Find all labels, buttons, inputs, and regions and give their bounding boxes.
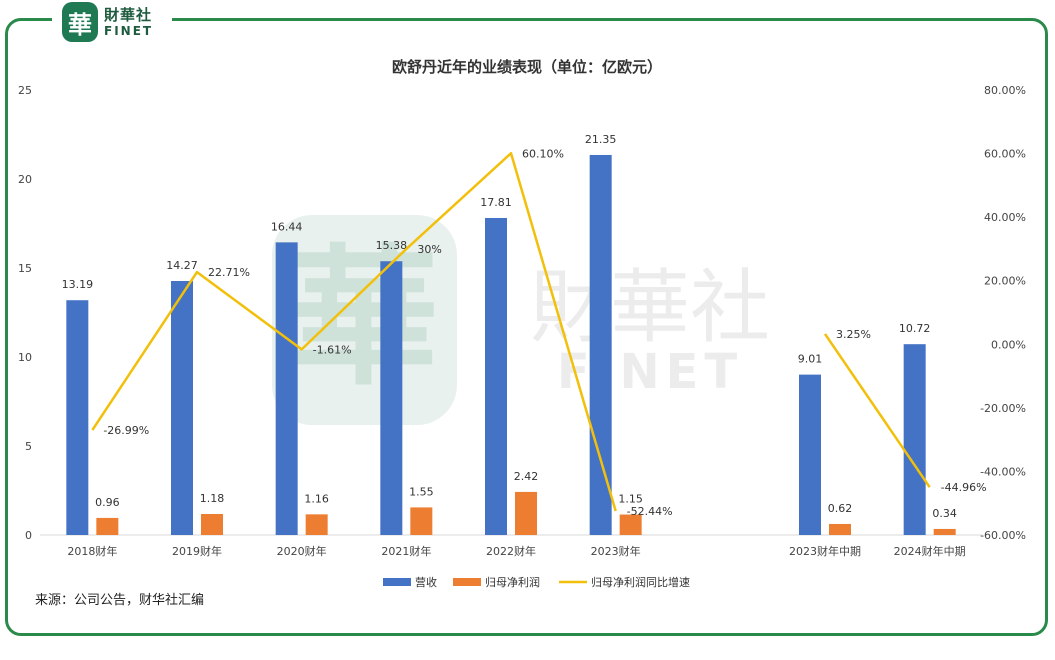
bar-revenue — [903, 344, 926, 535]
bar-profit-label: 1.16 — [304, 492, 329, 505]
bar-profit — [410, 507, 433, 535]
x-tick-label: 2018财年 — [67, 544, 117, 558]
bar-profit — [619, 514, 642, 535]
growth-label: -52.44% — [627, 505, 673, 518]
bar-profit-label: 1.18 — [200, 492, 225, 505]
x-tick-label: 2021财年 — [381, 544, 431, 558]
growth-label: -26.99% — [103, 424, 149, 437]
bar-revenue — [589, 154, 612, 535]
y-right-tick-label: 80.00% — [984, 84, 1026, 97]
bar-profit-label: 2.42 — [514, 470, 539, 483]
logo-name-en: FINET — [104, 24, 154, 38]
bar-revenue — [171, 280, 193, 535]
bar-revenue-label: 14.27 — [166, 259, 198, 272]
y-left-tick-label: 5 — [25, 440, 32, 453]
bar-profit — [515, 491, 537, 535]
source-note: 来源：公司公告，财华社汇编 — [35, 593, 205, 608]
growth-label: 3.25% — [836, 328, 871, 341]
bar-revenue-label: 21.35 — [585, 133, 617, 146]
watermark-badge-char: 華 — [289, 232, 439, 406]
y-right-tick-label: -20.00% — [980, 402, 1026, 415]
y-left-tick-label: 10 — [18, 351, 32, 364]
bar-profit — [96, 517, 119, 535]
legend-label: 营收 — [415, 575, 437, 589]
y-left-tick-label: 0 — [25, 529, 32, 542]
x-tick-label: 2020财年 — [277, 544, 327, 558]
x-tick-label: 2023财年中期 — [789, 544, 861, 558]
growth-label: 60.10% — [522, 147, 564, 160]
watermark-name-en: FINET — [557, 344, 743, 400]
y-right-tick-label: -40.00% — [980, 465, 1026, 478]
bar-profit-label: 0.34 — [932, 507, 957, 520]
x-tick-label: 2019财年 — [172, 544, 222, 558]
y-left-tick-label: 15 — [18, 262, 32, 275]
legend-swatch — [453, 578, 481, 586]
legend-swatch — [383, 578, 411, 586]
bar-profit-label: 0.62 — [828, 502, 853, 515]
y-right-tick-label: -60.00% — [980, 529, 1026, 542]
bar-profit-label: 1.55 — [409, 485, 434, 498]
bar-revenue — [380, 261, 403, 535]
bar-revenue — [799, 374, 821, 535]
y-right-tick-label: 20.00% — [984, 275, 1026, 288]
y-left-tick-label: 20 — [18, 173, 32, 186]
growth-label: 30% — [417, 243, 441, 256]
bar-profit-label: 1.15 — [618, 493, 643, 506]
y-right-tick-label: 0.00% — [991, 338, 1026, 351]
finet-logo: 華 財華社 FINET — [52, 0, 172, 44]
growth-label: -1.61% — [313, 343, 352, 356]
watermark-name-cn: 財華社 — [530, 261, 770, 354]
bar-revenue-label: 17.81 — [480, 196, 512, 209]
legend-label: 归母净利润同比增速 — [591, 575, 690, 589]
y-right-tick-label: 60.00% — [984, 148, 1026, 161]
bar-revenue-label: 9.01 — [798, 353, 823, 366]
y-right-tick-label: 40.00% — [984, 211, 1026, 224]
x-tick-label: 2024财年中期 — [894, 544, 966, 558]
bar-revenue-label: 13.19 — [62, 278, 94, 291]
bar-profit — [829, 523, 851, 535]
bar-revenue-label: 16.44 — [271, 220, 303, 233]
bar-revenue — [66, 300, 89, 535]
watermark-badge — [272, 215, 457, 425]
bar-revenue-label: 10.72 — [899, 322, 931, 335]
growth-label: 22.71% — [208, 266, 250, 279]
bar-revenue — [275, 242, 298, 536]
bar-profit — [305, 514, 328, 535]
bar-profit — [201, 513, 223, 535]
legend-label: 归母净利润 — [485, 575, 540, 589]
bar-profit — [933, 528, 956, 535]
bar-profit-label: 0.96 — [95, 496, 120, 509]
chart-title: 欧舒丹近年的业绩表现（单位：亿欧元） — [392, 58, 662, 76]
bar-revenue-label: 15.38 — [376, 239, 408, 252]
growth-line — [823, 333, 931, 488]
x-tick-label: 2022财年 — [486, 544, 536, 558]
logo-badge: 華 — [62, 2, 98, 42]
y-left-tick-label: 25 — [18, 84, 32, 97]
growth-label: -44.96% — [941, 481, 987, 494]
bar-revenue — [485, 217, 507, 535]
x-tick-label: 2023财年 — [591, 544, 641, 558]
logo-name-cn: 財華社 — [104, 6, 153, 24]
growth-line — [91, 152, 617, 512]
